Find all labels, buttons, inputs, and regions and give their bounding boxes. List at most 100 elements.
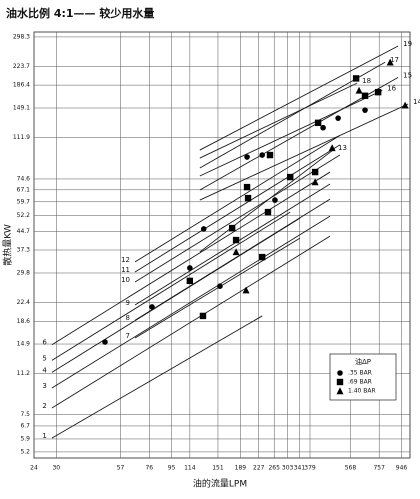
legend-marker <box>336 387 344 395</box>
heat-line <box>199 149 334 253</box>
x-tick-label: 946 <box>396 465 408 472</box>
y-tick-label: 74.6 <box>17 175 31 182</box>
y-tick-label: 44.7 <box>17 228 31 235</box>
line-label: 11 <box>121 266 130 274</box>
marker <box>355 86 363 94</box>
heat-line <box>51 235 331 409</box>
y-tick-label: 5.9 <box>20 435 30 442</box>
marker <box>311 178 319 186</box>
x-axis-label: 油的流量LPM <box>193 478 247 490</box>
chart-title: 油水比例 4:1—— 较少用水量 <box>6 6 154 20</box>
heat-line <box>199 76 399 191</box>
legend-label: 1.40 BAR <box>348 388 376 395</box>
y-tick-label: 223.7 <box>13 63 30 70</box>
marker <box>217 283 223 289</box>
heat-line <box>51 171 331 346</box>
heat-line <box>51 315 263 439</box>
x-tick-label: 227 <box>253 465 265 472</box>
marker <box>259 152 265 158</box>
marker <box>232 236 240 244</box>
line-label: 8 <box>126 314 130 322</box>
line-label: 18 <box>362 77 371 85</box>
x-tick-label: 57 <box>117 465 125 472</box>
heat-line <box>199 45 399 151</box>
line-label: 19 <box>403 40 412 48</box>
x-tick-label: 30 <box>52 465 60 472</box>
x-tick-label: 568 <box>345 465 357 472</box>
legend-label: .69 BAR <box>348 379 372 386</box>
y-tick-label: 37.3 <box>17 246 31 253</box>
line-label: 10 <box>121 276 130 284</box>
x-tick-label: 24 <box>30 465 38 472</box>
marker <box>335 115 341 121</box>
line-label: 2 <box>42 402 46 410</box>
heat-line <box>134 198 331 321</box>
x-tick-label: 189 <box>235 465 247 472</box>
y-tick-label: 149.1 <box>13 104 30 111</box>
x-tick-label: 341 <box>294 465 306 472</box>
legend-marker <box>337 370 343 376</box>
marker <box>374 88 382 96</box>
marker <box>244 194 252 202</box>
marker <box>187 265 193 271</box>
line-label: 15 <box>403 71 412 79</box>
legend-title: 油ΔP <box>355 357 371 366</box>
marker <box>244 154 250 160</box>
heat-line <box>134 183 331 306</box>
y-tick-label: 11.2 <box>17 370 31 377</box>
heat-line <box>134 135 341 263</box>
marker <box>102 339 108 345</box>
line-label: 14 <box>413 98 420 106</box>
marker <box>243 183 251 191</box>
y-tick-label: 59.7 <box>17 198 31 205</box>
line-label: 6 <box>42 339 47 347</box>
marker <box>199 312 207 320</box>
line-label: 1 <box>42 432 46 440</box>
marker <box>287 173 294 181</box>
y-tick-label: 7.5 <box>20 411 30 418</box>
marker <box>149 304 155 310</box>
y-tick-label: 5.2 <box>20 448 30 455</box>
y-tick-label: 67.1 <box>17 186 31 193</box>
line-label: 3 <box>42 382 46 390</box>
y-tick-label: 52.2 <box>17 212 31 219</box>
y-tick-label: 6.7 <box>20 422 30 429</box>
marker <box>200 226 207 232</box>
marker <box>186 277 194 285</box>
heat-line <box>134 144 341 273</box>
heat-line <box>199 82 358 159</box>
marker <box>362 107 368 113</box>
y-tick-label: 22.4 <box>17 299 31 306</box>
x-tick-label: 265 <box>268 465 280 472</box>
y-tick-label: 111.9 <box>13 134 30 141</box>
y-tick-label: 29.8 <box>17 269 31 276</box>
marker <box>232 248 240 256</box>
x-tick-label: 114 <box>184 465 196 472</box>
marker <box>314 119 322 127</box>
heat-line <box>51 211 291 361</box>
y-axis-label: 散热量KW <box>2 224 14 266</box>
x-tick-label: 76 <box>145 465 153 472</box>
heat-line <box>199 103 409 201</box>
y-tick-label: 298.3 <box>13 33 30 40</box>
line-label: 7 <box>126 332 130 340</box>
x-tick-label: 379 <box>304 465 316 472</box>
line-label: 13 <box>338 144 347 152</box>
line-label: 16 <box>387 84 396 92</box>
y-tick-label: 14.9 <box>17 341 31 348</box>
line-label: 9 <box>126 299 130 307</box>
marker <box>266 151 274 159</box>
marker <box>386 58 394 66</box>
y-tick-label: 186.4 <box>13 82 30 89</box>
marker <box>320 124 326 131</box>
marker <box>258 253 266 261</box>
marker <box>272 197 278 203</box>
heat-line <box>134 154 341 283</box>
line-label: 4 <box>42 366 47 374</box>
marker <box>242 286 250 294</box>
marker <box>361 92 369 99</box>
marker <box>401 101 409 109</box>
marker <box>352 75 360 82</box>
